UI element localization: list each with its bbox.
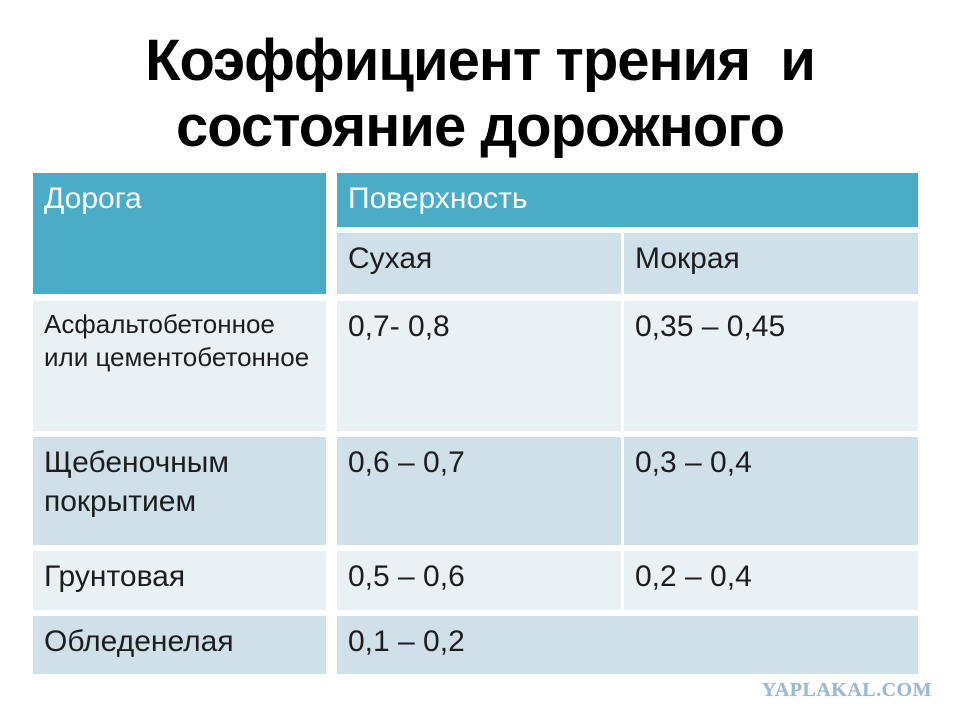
slide-title: Коэффициент трения и состояние дорожного [145, 28, 816, 159]
friction-coefficient-table: Дорога Поверхность Сухая Мокрая Асфальто… [33, 173, 918, 674]
value-dirt-road-wet: 0,2 – 0,4 [624, 551, 918, 610]
value-dirt-road-dry: 0,5 – 0,6 [337, 551, 621, 610]
row-label-crushed-stone: Щебеночным покрытием [33, 437, 326, 545]
row-label-dirt-road: Грунтовая [33, 551, 326, 610]
value-asphalt-wet: 0,35 – 0,45 [624, 301, 918, 431]
sub-header-dry: Сухая [337, 233, 621, 294]
row-label-icy-road: Обледенелая [33, 616, 326, 674]
column-group-header-surface: Поверхность [337, 173, 918, 227]
value-crushed-stone-dry: 0,6 – 0,7 [337, 437, 621, 545]
yaplakal-watermark: YAPLAKAL.COM [761, 679, 932, 701]
sub-header-wet: Мокрая [624, 233, 918, 294]
row-label-asphalt-concrete: Асфальтобетонное или цементобетонное [33, 301, 326, 431]
column-header-road: Дорога [33, 173, 326, 294]
value-asphalt-dry: 0,7- 0,8 [337, 301, 621, 431]
value-crushed-stone-wet: 0,3 – 0,4 [624, 437, 918, 545]
value-icy-road: 0,1 – 0,2 [337, 616, 918, 674]
